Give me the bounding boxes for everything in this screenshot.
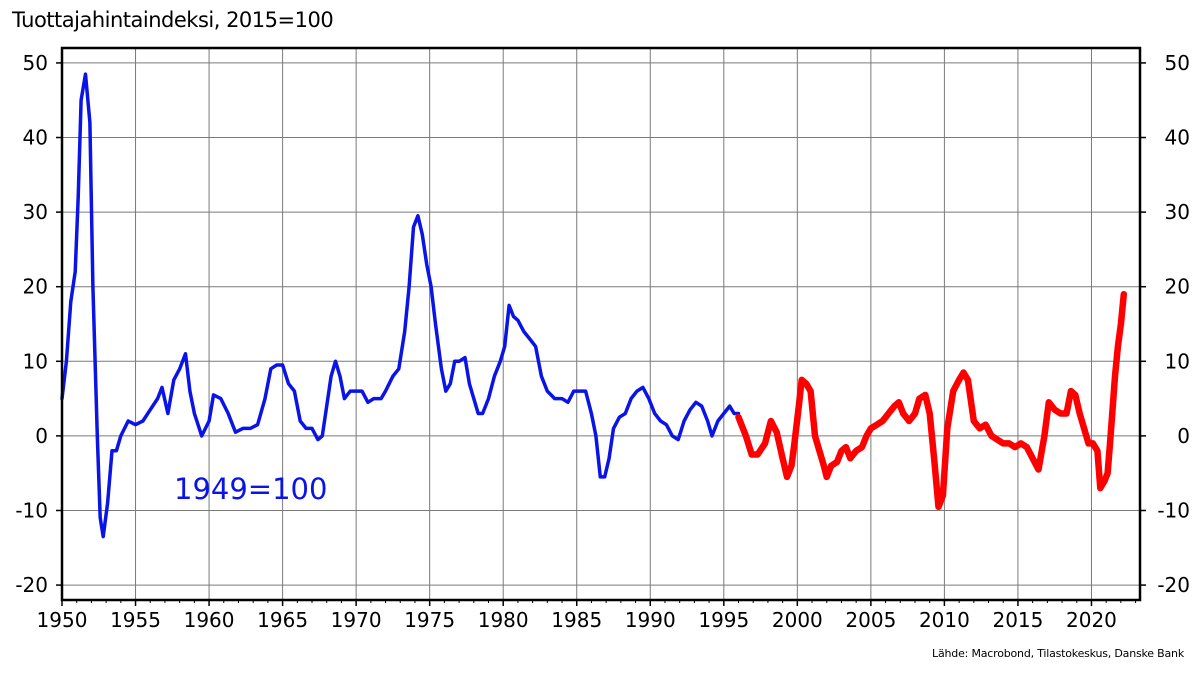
plot-frame [60, 46, 1142, 602]
y-tick-label-left: 50 [23, 51, 48, 75]
x-tick-label: 1990 [625, 608, 676, 632]
y-tick-label-left: 40 [23, 126, 48, 150]
label-layer: 1950 1955 1960 1965 1970 1975 1980 1985 1990 1995… [15, 51, 1190, 632]
series-layer [60, 72, 1128, 539]
grid-layer [56, 48, 1146, 606]
x-tick-label: 1985 [551, 608, 602, 632]
x-tick-label: 2020 [1066, 608, 1117, 632]
x-tick-label: 1970 [331, 608, 382, 632]
y-tick-label-left: 20 [23, 275, 48, 299]
y-tick-label-right: -10 [1157, 498, 1190, 522]
y-tick-label-left: 30 [23, 200, 48, 224]
y-tick-label-right: 50 [1165, 51, 1190, 75]
x-tick-label: 2005 [845, 608, 896, 632]
y-tick-label-right: 10 [1165, 349, 1190, 373]
x-tick-label: 1995 [698, 608, 749, 632]
source-note: Lähde: Macrobond, Tilastokeskus, Danske … [932, 647, 1184, 660]
y-tick-label-right: 30 [1165, 200, 1190, 224]
y-tick-label-right: -20 [1157, 573, 1190, 597]
x-tick-label: 2000 [772, 608, 823, 632]
y-tick-label-right: 40 [1165, 126, 1190, 150]
y-tick-label-left: 0 [35, 424, 48, 448]
x-tick-label: 1965 [257, 608, 308, 632]
x-tick-label: 2010 [919, 608, 970, 632]
x-tick-label: 1955 [110, 608, 161, 632]
annotation-1949-100: 1949=100 [174, 472, 327, 506]
series-line-1949-base [60, 72, 741, 539]
chart-title: Tuottajahintaindeksi, 2015=100 [12, 8, 334, 32]
x-tick-label: 1950 [37, 608, 88, 632]
x-tick-label: 2015 [992, 608, 1043, 632]
x-tick-label: 1975 [404, 608, 455, 632]
y-tick-label-right: 0 [1177, 424, 1190, 448]
x-tick-label: 1980 [478, 608, 529, 632]
series-line-2015-base [735, 290, 1128, 511]
x-tick-label: 1960 [184, 608, 235, 632]
y-tick-label-left: -20 [15, 573, 48, 597]
y-tick-label-right: 20 [1165, 275, 1190, 299]
y-tick-label-left: 10 [23, 349, 48, 373]
y-tick-label-left: -10 [15, 498, 48, 522]
